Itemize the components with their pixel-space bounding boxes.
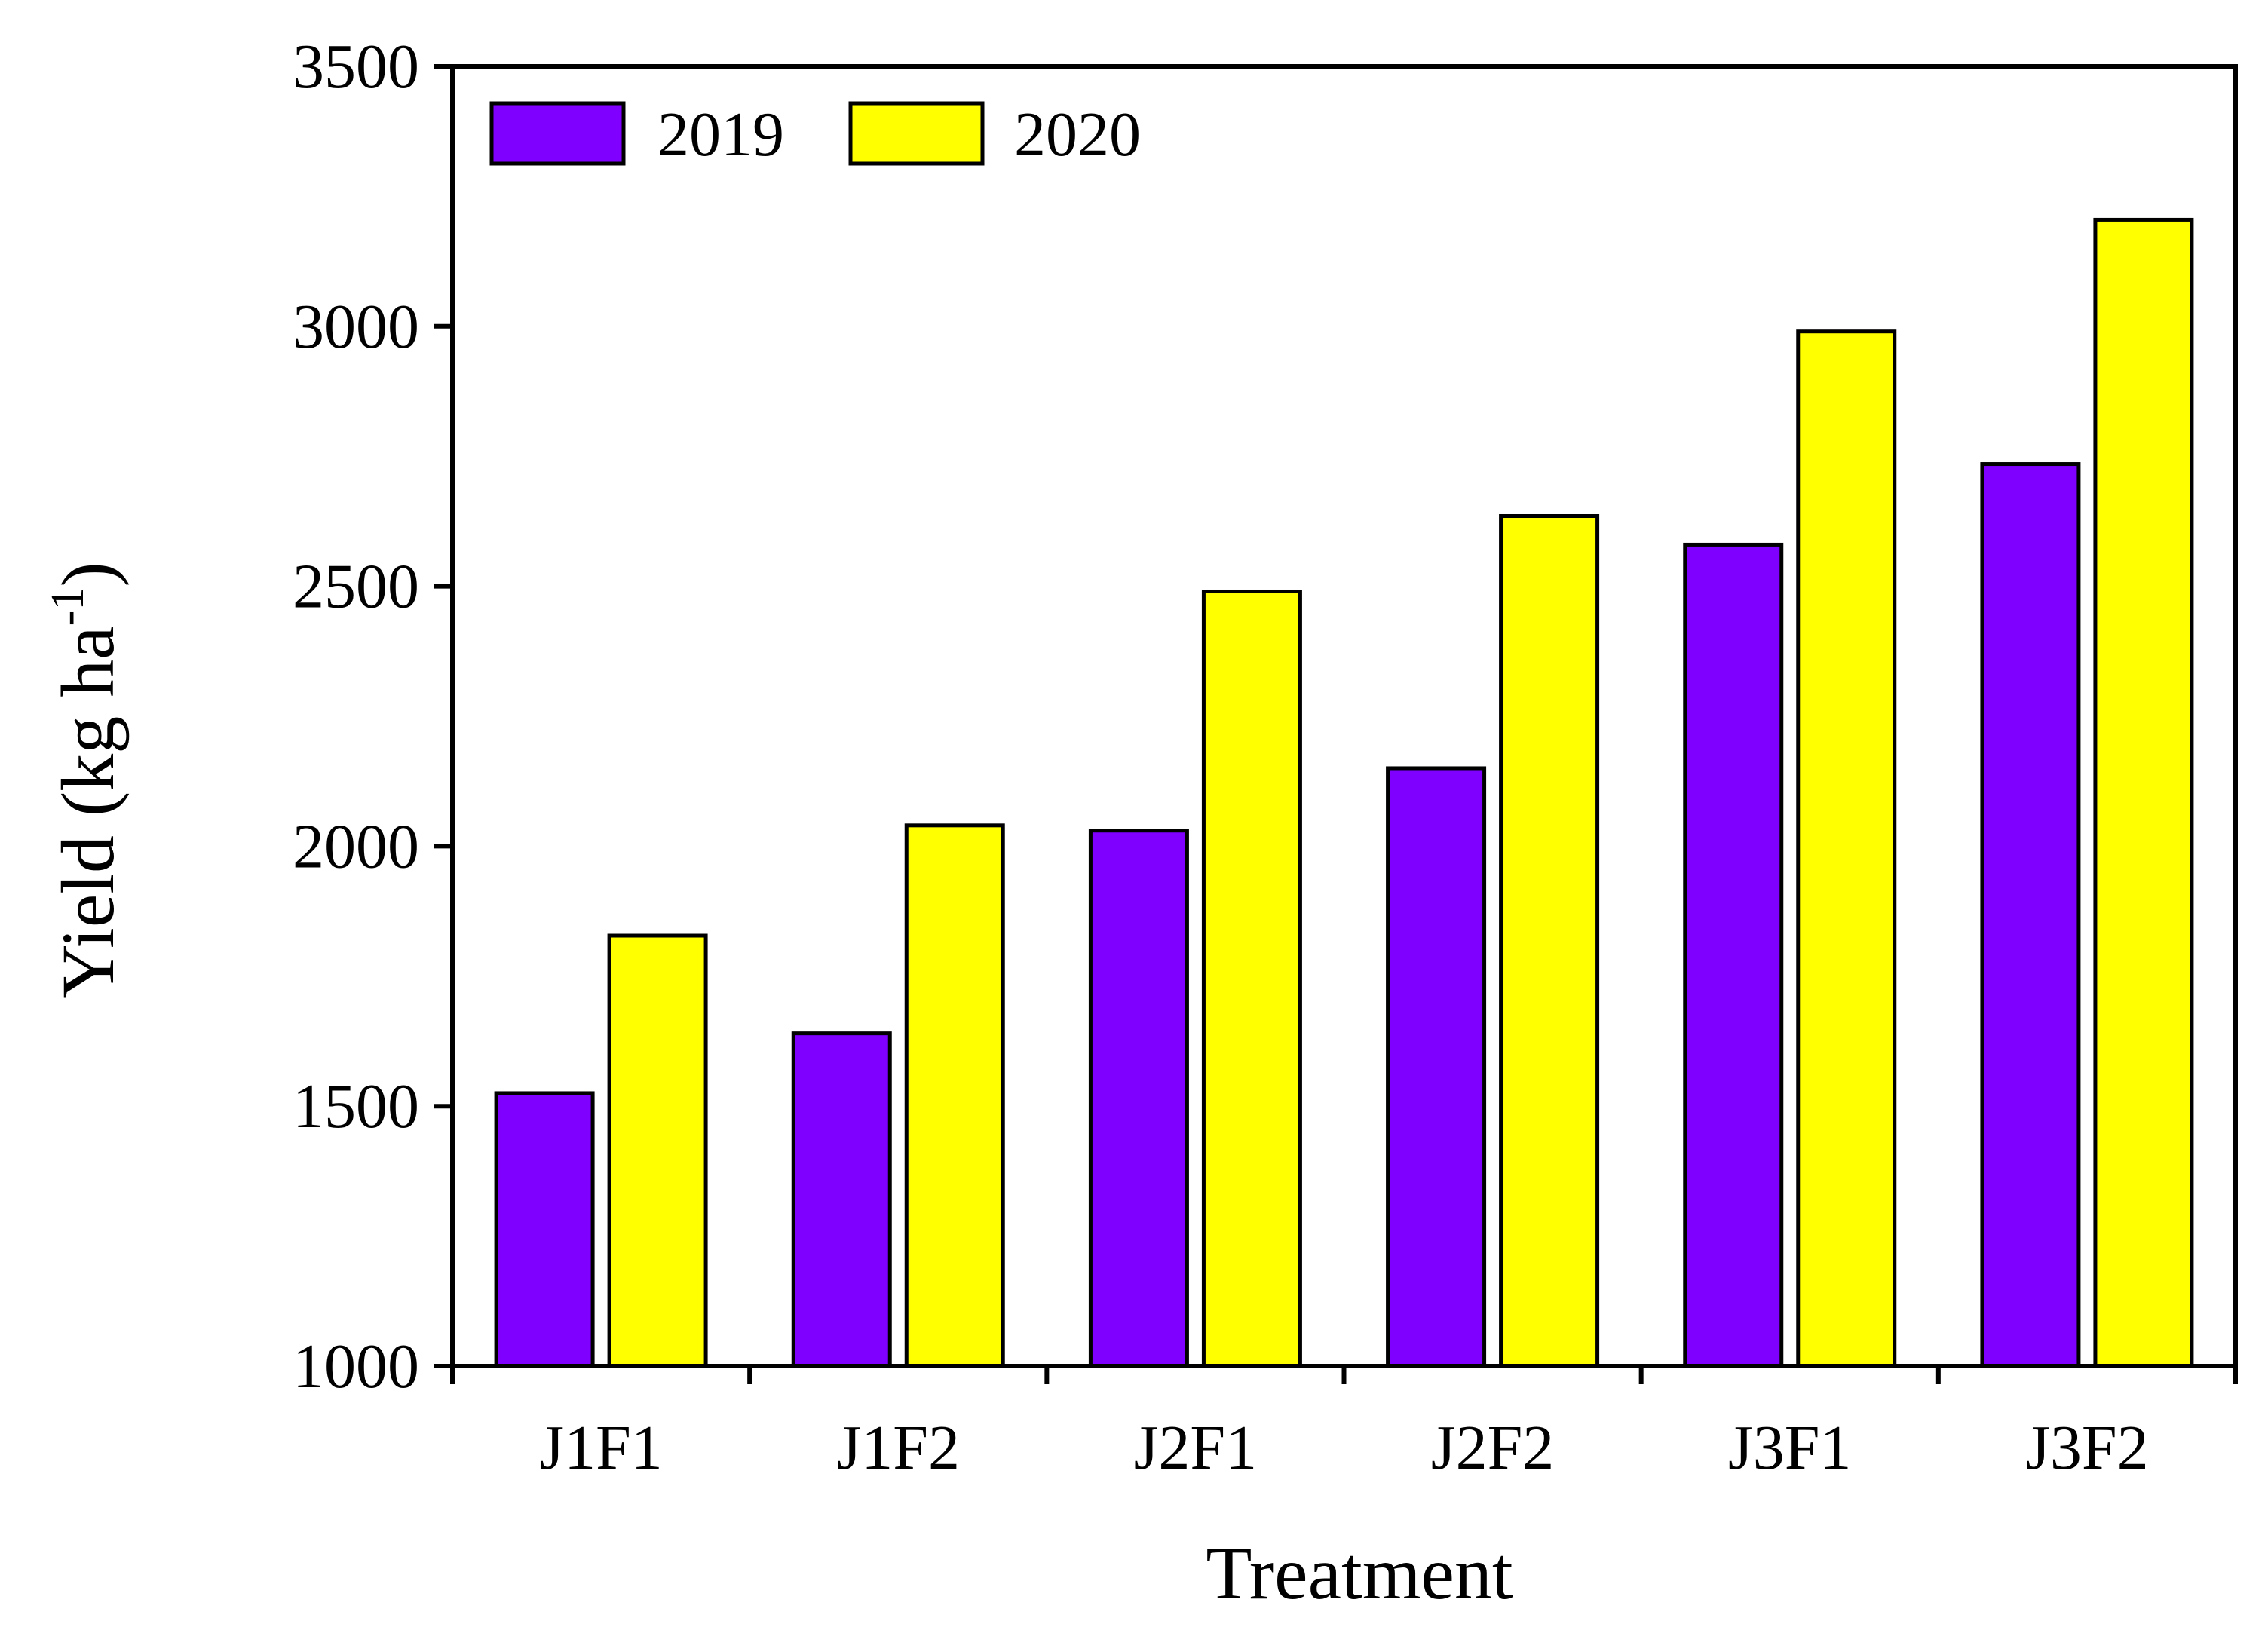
bar-2019-J1F2 [791, 1031, 892, 1368]
bar-2019-J3F1 [1683, 542, 1784, 1368]
x-tick-label-J2F2: J2F2 [1431, 1413, 1554, 1483]
bar-2020-J3F2 [2093, 217, 2194, 1368]
y-tick-label-1000: 1000 [293, 1331, 419, 1402]
bars-layer [494, 217, 2194, 1368]
y-axis-title-superscript: -1 [42, 587, 93, 627]
plot-frame [450, 64, 2238, 1368]
legend-label-2020: 2020 [1014, 100, 1141, 170]
x-tick-label-J3F1: J3F1 [1728, 1413, 1851, 1483]
y-tick-label-3000: 3000 [293, 292, 419, 362]
y-axis-title-close: ) [46, 562, 130, 587]
y-axis-title: Yield (kg ha-1) [42, 562, 130, 998]
bar-2019-J3F2 [1980, 462, 2081, 1368]
legend-swatch-2020 [848, 101, 985, 166]
y-tick-label-2000: 2000 [293, 811, 419, 881]
x-axis-title: Treatment [1206, 1531, 1513, 1615]
bar-2020-J1F1 [607, 933, 708, 1368]
y-tick-label-2500: 2500 [293, 552, 419, 622]
legend: 2019 2020 [489, 100, 1141, 170]
x-tick-label-J1F1: J1F1 [539, 1413, 662, 1483]
legend-label-2019: 2019 [657, 100, 784, 170]
bar-2019-J1F1 [494, 1091, 595, 1368]
x-tick-label-J3F2: J3F2 [2025, 1413, 2148, 1483]
bar-2019-J2F2 [1386, 766, 1487, 1368]
bar-2020-J2F2 [1499, 514, 1600, 1368]
x-tick-label-J2F1: J2F1 [1134, 1413, 1257, 1483]
bar-2020-J3F1 [1796, 329, 1897, 1368]
bar-2020-J2F1 [1201, 589, 1302, 1368]
axes-layer: 1000 1500 2000 2500 3000 3500 J1F1 J1F2 J2F1 J2F2… [293, 32, 2238, 1483]
x-tick-label-J1F2: J1F2 [837, 1413, 960, 1483]
bar-2020-J1F2 [904, 823, 1005, 1368]
y-tick-label-3500: 3500 [293, 32, 419, 102]
legend-swatch-2019 [489, 101, 626, 166]
bar-2019-J2F1 [1088, 829, 1189, 1368]
y-axis-title-main: Yield (kg ha [46, 626, 130, 998]
y-tick-label-1500: 1500 [293, 1071, 419, 1141]
